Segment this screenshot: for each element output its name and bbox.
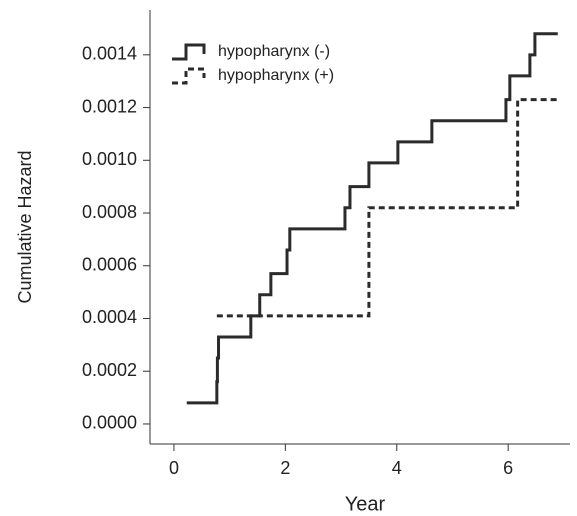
x-tick-label: 6 (503, 458, 513, 478)
legend-label: hypopharynx (+) (218, 67, 334, 84)
x-axis-label: Year (345, 493, 386, 515)
y-tick-label: 0.0006 (82, 255, 137, 275)
legend-swatch (172, 43, 206, 61)
x-tick-label: 4 (392, 458, 402, 478)
step-line (186, 32, 558, 405)
y-tick-label: 0.0014 (82, 44, 137, 64)
legend-label: hypopharynx (-) (218, 43, 330, 60)
y-tick-label: 0.0012 (82, 96, 137, 116)
y-tick-label: 0.0008 (82, 202, 137, 222)
y-tick-label: 0.0000 (82, 413, 137, 433)
legend-swatch (172, 67, 206, 85)
y-tick-label: 0.0002 (82, 360, 137, 380)
x-tick-label: 2 (280, 458, 290, 478)
x-tick-label: 0 (169, 458, 179, 478)
step-line (216, 98, 558, 318)
y-tick-label: 0.0010 (82, 149, 137, 169)
y-tick-label: 0.0004 (82, 307, 137, 327)
y-axis-label: Cumulative Hazard (15, 150, 35, 303)
